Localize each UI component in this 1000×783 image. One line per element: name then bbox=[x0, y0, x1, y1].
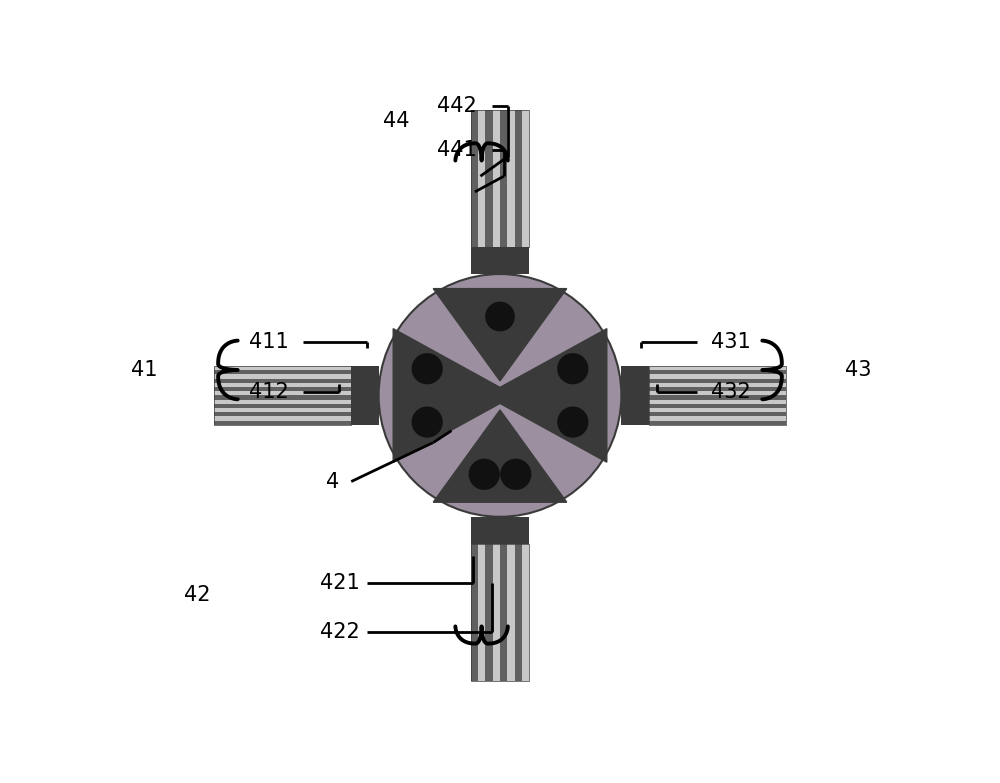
Polygon shape bbox=[433, 410, 567, 502]
Bar bbox=[214, 387, 351, 392]
Bar bbox=[649, 395, 786, 399]
Bar bbox=[214, 366, 351, 424]
Circle shape bbox=[412, 406, 443, 438]
Bar bbox=[649, 366, 786, 370]
Bar bbox=[471, 517, 529, 544]
Bar bbox=[471, 544, 478, 681]
Bar bbox=[214, 374, 351, 379]
Bar bbox=[649, 417, 786, 420]
Text: 41: 41 bbox=[131, 359, 157, 380]
Bar bbox=[649, 412, 786, 417]
Text: 43: 43 bbox=[845, 359, 871, 380]
Bar bbox=[649, 383, 786, 387]
Text: 442: 442 bbox=[437, 96, 477, 116]
Bar bbox=[485, 110, 493, 247]
Bar bbox=[214, 417, 351, 420]
Bar bbox=[649, 408, 786, 412]
Bar bbox=[478, 544, 485, 681]
Bar bbox=[493, 544, 500, 681]
Text: 431: 431 bbox=[711, 332, 751, 352]
Circle shape bbox=[557, 353, 588, 384]
Bar bbox=[649, 404, 786, 408]
Bar bbox=[471, 544, 529, 681]
Bar bbox=[471, 110, 529, 247]
Bar bbox=[478, 110, 485, 247]
Bar bbox=[214, 370, 351, 374]
Bar bbox=[515, 544, 522, 681]
Bar bbox=[649, 387, 786, 392]
Circle shape bbox=[412, 353, 443, 384]
Text: 44: 44 bbox=[383, 111, 410, 132]
Text: 421: 421 bbox=[320, 573, 360, 594]
Bar bbox=[214, 395, 351, 399]
Text: 4: 4 bbox=[326, 471, 339, 492]
Bar bbox=[493, 110, 500, 247]
Text: 432: 432 bbox=[711, 381, 751, 402]
Text: 42: 42 bbox=[184, 585, 210, 605]
Bar bbox=[214, 379, 351, 383]
Text: 422: 422 bbox=[320, 622, 360, 642]
Bar bbox=[214, 404, 351, 408]
Bar bbox=[515, 110, 522, 247]
Bar bbox=[649, 392, 786, 395]
Bar bbox=[471, 110, 478, 247]
Bar bbox=[649, 399, 786, 404]
Bar bbox=[471, 247, 529, 274]
Bar bbox=[500, 110, 507, 247]
Bar bbox=[500, 544, 507, 681]
Bar bbox=[649, 374, 786, 379]
Bar bbox=[649, 370, 786, 374]
Bar bbox=[214, 412, 351, 417]
Bar bbox=[214, 392, 351, 395]
Bar bbox=[621, 366, 649, 424]
Circle shape bbox=[379, 274, 621, 517]
Text: 412: 412 bbox=[249, 381, 289, 402]
Circle shape bbox=[557, 406, 588, 438]
Bar bbox=[214, 408, 351, 412]
Text: 441: 441 bbox=[437, 140, 477, 161]
Polygon shape bbox=[433, 289, 567, 381]
Polygon shape bbox=[393, 329, 515, 462]
Bar bbox=[214, 399, 351, 404]
Bar bbox=[214, 366, 351, 370]
Bar bbox=[649, 366, 786, 424]
Circle shape bbox=[500, 459, 531, 490]
Bar bbox=[649, 379, 786, 383]
Polygon shape bbox=[485, 329, 607, 462]
Bar bbox=[351, 366, 379, 424]
Bar bbox=[214, 420, 351, 424]
Bar bbox=[214, 383, 351, 387]
Bar bbox=[507, 544, 515, 681]
Bar bbox=[522, 544, 529, 681]
Bar bbox=[507, 110, 515, 247]
Text: 411: 411 bbox=[249, 332, 289, 352]
Bar bbox=[485, 544, 493, 681]
Bar bbox=[522, 110, 529, 247]
Bar bbox=[649, 420, 786, 424]
Circle shape bbox=[485, 301, 515, 331]
Circle shape bbox=[469, 459, 500, 490]
